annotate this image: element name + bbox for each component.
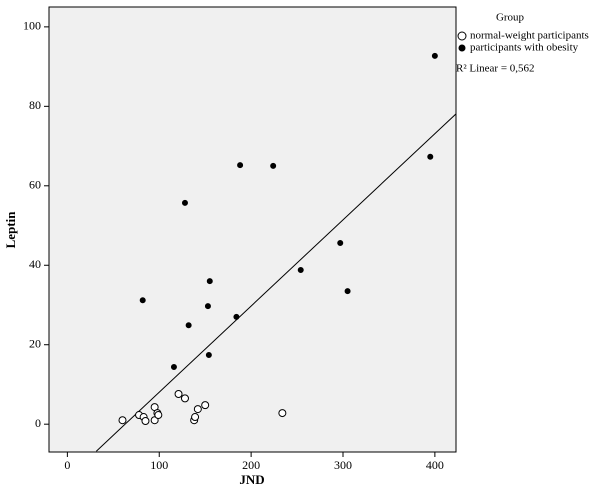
- legend-marker: [457, 31, 467, 41]
- y-axis-title: Leptin: [3, 211, 18, 249]
- data-point: [141, 417, 150, 426]
- data-point: [174, 389, 183, 398]
- x-tick-label: 300: [334, 458, 352, 472]
- data-point: [427, 153, 434, 160]
- data-point: [431, 52, 438, 59]
- x-tick-label: 100: [150, 458, 168, 472]
- data-point: [193, 405, 202, 414]
- data-point: [118, 416, 127, 425]
- data-point: [201, 401, 210, 410]
- fit-line: [95, 113, 456, 452]
- y-tick-label: 0: [35, 416, 41, 430]
- data-point: [337, 240, 344, 247]
- data-point: [237, 162, 244, 169]
- data-point: [297, 267, 304, 274]
- data-point: [170, 363, 177, 370]
- data-point: [181, 199, 188, 206]
- y-tick-label: 80: [29, 98, 41, 112]
- data-point: [154, 411, 163, 420]
- x-tick-label: 200: [242, 458, 260, 472]
- data-point: [278, 409, 287, 418]
- data-point: [139, 297, 146, 304]
- legend-title: Group: [496, 12, 525, 24]
- x-axis-title: JND: [239, 472, 264, 487]
- x-tick-label: 400: [426, 458, 444, 472]
- data-point: [191, 413, 200, 422]
- y-tick-label: 60: [29, 178, 41, 192]
- y-tick-label: 100: [23, 19, 41, 33]
- legend-label: participants with obesity: [470, 42, 579, 54]
- legend-marker: [458, 44, 466, 52]
- data-point: [233, 313, 240, 320]
- data-point: [270, 162, 277, 169]
- data-point: [185, 322, 192, 329]
- legend-label: normal-weight participants: [470, 30, 589, 42]
- data-point: [180, 394, 189, 403]
- data-point: [204, 303, 211, 310]
- plot-area: [48, 6, 457, 453]
- y-tick-label: 40: [29, 257, 41, 271]
- data-point: [344, 288, 351, 295]
- x-tick-label: 0: [64, 458, 70, 472]
- y-tick-label: 20: [29, 336, 41, 350]
- fit-label: R² Linear = 0,562: [456, 63, 535, 75]
- data-point: [205, 352, 212, 359]
- data-point: [206, 278, 213, 285]
